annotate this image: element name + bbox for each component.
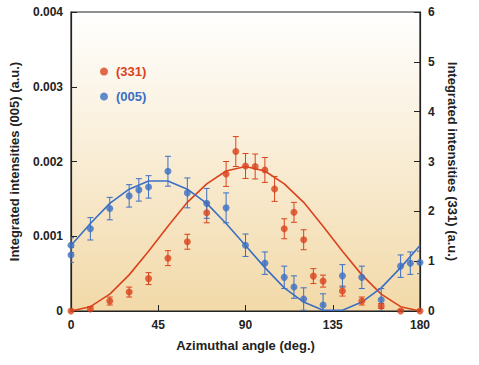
svg-text:90: 90 — [239, 318, 253, 332]
svg-text:5: 5 — [428, 55, 435, 69]
svg-text:0: 0 — [428, 304, 435, 318]
svg-text:2: 2 — [428, 204, 435, 218]
svg-text:6: 6 — [428, 5, 435, 19]
svg-text:135: 135 — [323, 318, 343, 332]
svg-text:Integrated intensities (331) (: Integrated intensities (331) (a.u.) — [445, 62, 460, 261]
svg-text:4: 4 — [428, 105, 435, 119]
svg-text:Integrated intensities (005) (: Integrated intensities (005) (a.u.) — [7, 62, 22, 261]
svg-text:Azimuthal angle (deg.): Azimuthal angle (deg.) — [176, 338, 315, 353]
svg-text:(005): (005) — [116, 89, 146, 104]
svg-text:3: 3 — [428, 155, 435, 169]
svg-text:0.004: 0.004 — [33, 5, 63, 19]
svg-text:1: 1 — [428, 254, 435, 268]
svg-text:45: 45 — [152, 318, 166, 332]
svg-text:(331): (331) — [116, 64, 146, 79]
svg-text:0.001: 0.001 — [33, 229, 63, 243]
svg-text:0.003: 0.003 — [33, 80, 63, 94]
svg-text:180: 180 — [410, 318, 430, 332]
svg-text:0.002: 0.002 — [33, 155, 63, 169]
svg-text:0: 0 — [68, 318, 75, 332]
svg-text:0: 0 — [56, 304, 63, 318]
